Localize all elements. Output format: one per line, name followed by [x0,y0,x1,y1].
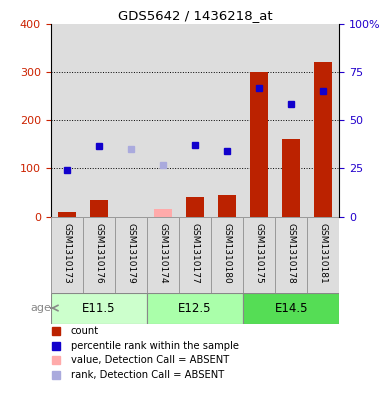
Bar [83,24,115,217]
Bar [58,212,76,217]
FancyBboxPatch shape [83,217,115,292]
Text: E12.5: E12.5 [178,301,212,314]
FancyBboxPatch shape [147,292,243,323]
Text: count: count [71,327,99,336]
Text: GSM1310181: GSM1310181 [319,223,328,283]
Bar [51,24,83,217]
Bar [307,24,339,217]
Title: GDS5642 / 1436218_at: GDS5642 / 1436218_at [118,9,272,22]
Text: GSM1310173: GSM1310173 [62,223,71,283]
Bar [275,24,307,217]
FancyBboxPatch shape [307,217,339,292]
FancyBboxPatch shape [211,217,243,292]
Bar [90,200,108,217]
FancyBboxPatch shape [147,217,179,292]
Bar [115,24,147,217]
Text: GSM1310180: GSM1310180 [223,223,232,283]
Text: GSM1310179: GSM1310179 [126,223,135,283]
Bar [186,197,204,217]
Bar [314,62,332,217]
FancyBboxPatch shape [51,292,147,323]
FancyBboxPatch shape [51,217,83,292]
Text: GSM1310175: GSM1310175 [255,223,264,283]
Bar [179,24,211,217]
Text: age: age [30,303,51,313]
Text: GSM1310177: GSM1310177 [190,223,200,283]
FancyBboxPatch shape [115,217,147,292]
Bar [218,195,236,217]
Text: E14.5: E14.5 [275,301,308,314]
Text: rank, Detection Call = ABSENT: rank, Detection Call = ABSENT [71,370,224,380]
Text: GSM1310176: GSM1310176 [94,223,103,283]
Text: percentile rank within the sample: percentile rank within the sample [71,341,239,351]
FancyBboxPatch shape [179,217,211,292]
Bar [250,72,268,217]
Bar [282,140,300,217]
Text: GSM1310178: GSM1310178 [287,223,296,283]
Text: GSM1310174: GSM1310174 [158,223,167,283]
FancyBboxPatch shape [275,217,307,292]
Text: value, Detection Call = ABSENT: value, Detection Call = ABSENT [71,355,229,365]
FancyBboxPatch shape [243,217,275,292]
Bar [154,209,172,217]
Bar [243,24,275,217]
Bar [147,24,179,217]
Text: E11.5: E11.5 [82,301,115,314]
Bar [211,24,243,217]
FancyBboxPatch shape [243,292,339,323]
